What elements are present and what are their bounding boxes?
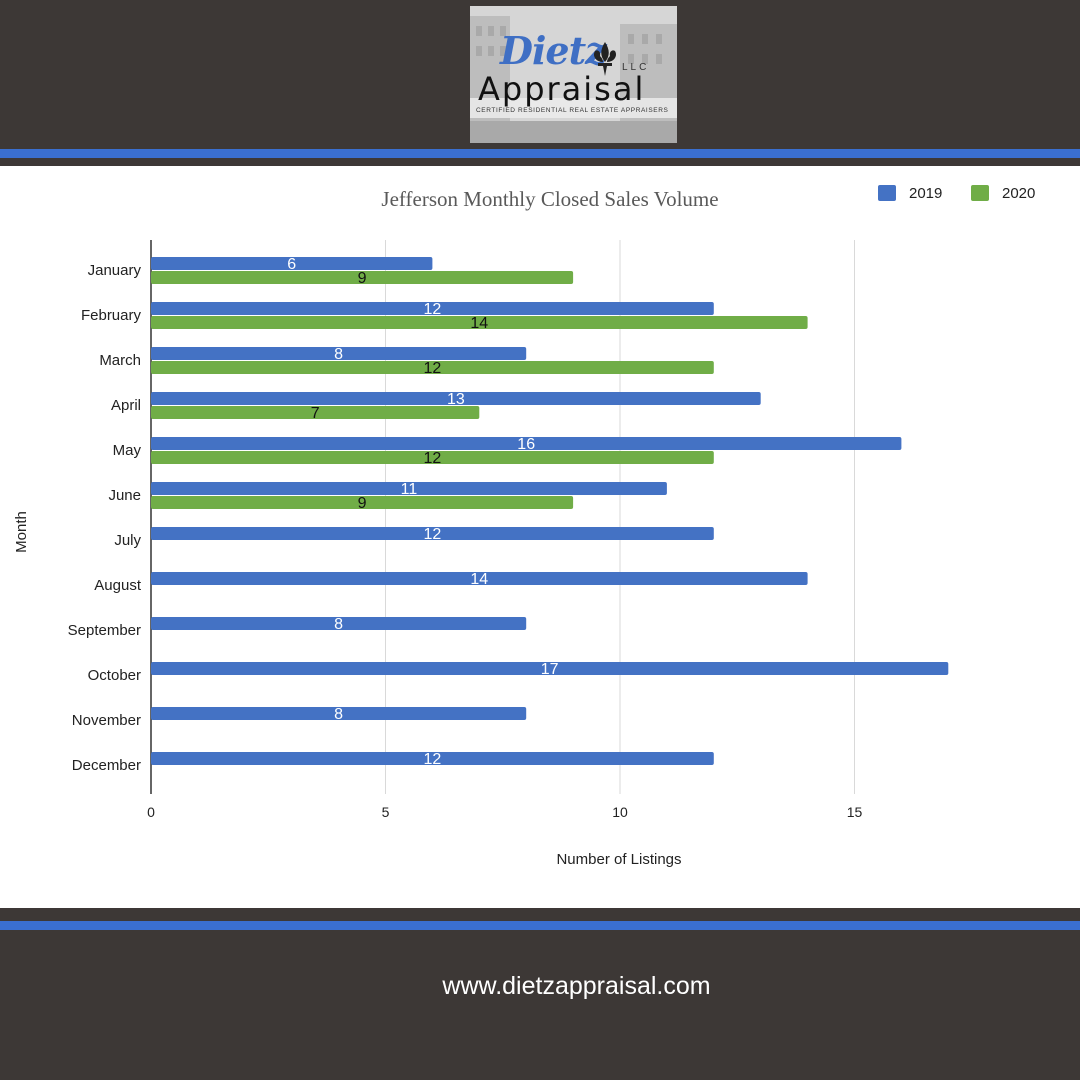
legend-swatch-2020 <box>971 185 989 201</box>
bar-2019-september <box>151 617 527 630</box>
bottom-accent-stripe <box>0 921 1080 930</box>
bar-2020-april <box>151 406 480 419</box>
data-label: 9 <box>358 495 367 512</box>
category-label: September <box>68 622 141 639</box>
top-accent-stripe <box>0 149 1080 158</box>
category-label: April <box>111 397 141 414</box>
chart-bars: 6 9 12 14 8 12 13 7 16 12 11 9 12 14 8 17 8 12 <box>151 256 949 768</box>
data-label: 14 <box>470 315 488 332</box>
bar-2020-march <box>151 361 714 374</box>
x-tick-label: 0 <box>147 804 155 820</box>
category-label: January <box>88 262 142 279</box>
bar-2019-january <box>151 257 433 270</box>
bar-2019-april <box>151 392 761 405</box>
category-label: December <box>72 757 141 774</box>
bar-2020-may <box>151 451 714 464</box>
data-label: 12 <box>424 360 442 377</box>
category-label: July <box>114 532 141 549</box>
bar-2020-june <box>151 496 574 509</box>
category-label: November <box>72 712 141 729</box>
data-label: 7 <box>311 405 320 422</box>
bar-2019-may <box>151 437 902 450</box>
data-label: 8 <box>334 616 343 633</box>
bar-2019-november <box>151 707 527 720</box>
y-axis-label: Month <box>13 511 30 553</box>
data-label: 12 <box>424 301 442 318</box>
x-tick-label: 10 <box>612 804 628 820</box>
chart-title: Jefferson Monthly Closed Sales Volume <box>381 187 718 211</box>
category-label: February <box>81 307 142 324</box>
logo-name-text: Appraisal <box>478 70 646 108</box>
category-label: March <box>99 352 141 369</box>
bar-2019-august <box>151 572 808 585</box>
bar-2020-february <box>151 316 808 329</box>
fleur-de-lis-icon <box>593 42 617 76</box>
x-axis-label: Number of Listings <box>556 851 681 868</box>
bar-2019-july <box>151 527 714 540</box>
bar-2019-june <box>151 482 667 495</box>
category-label: October <box>88 667 141 684</box>
x-axis-ticks: 0510152 <box>147 804 863 820</box>
data-label: 12 <box>424 450 442 467</box>
data-label: 12 <box>424 751 442 768</box>
category-label: May <box>113 442 142 459</box>
data-label: 14 <box>470 571 488 588</box>
data-label: 8 <box>334 706 343 723</box>
legend-label: 2020 <box>1002 185 1035 202</box>
bar-chart: Jefferson Monthly Closed Sales Volume 20… <box>13 185 1035 868</box>
bar-2019-march <box>151 347 527 360</box>
logo-script-text: Dietz <box>500 28 607 73</box>
chart-panel: Jefferson Monthly Closed Sales Volume 20… <box>0 166 1080 908</box>
chart-gridlines <box>150 240 855 794</box>
header-bar: Dietz LLC Appraisal CERTIFIED RESIDENTIA… <box>0 0 1080 148</box>
legend-label: 2019 <box>909 185 942 202</box>
data-label: 9 <box>358 270 367 287</box>
logo-llc-text: LLC <box>622 62 650 73</box>
logo-tagline: CERTIFIED RESIDENTIAL REAL ESTATE APPRAI… <box>476 107 669 114</box>
bar-2019-february <box>151 302 714 315</box>
category-label: August <box>94 577 142 594</box>
x-tick-label: 5 <box>382 804 390 820</box>
category-label: June <box>108 487 141 504</box>
data-label: 11 <box>401 481 418 498</box>
data-label: 17 <box>541 661 559 678</box>
logo-building-background <box>470 6 677 143</box>
bar-2019-december <box>151 752 714 765</box>
bar-2020-january <box>151 271 574 284</box>
data-label: 6 <box>287 256 296 273</box>
website-url: www.dietzappraisal.com <box>442 972 711 1000</box>
category-labels: January February March April May June July Augu… <box>68 262 142 774</box>
data-label: 12 <box>424 526 442 543</box>
x-tick-label: 15 <box>847 804 863 820</box>
company-logo: Dietz LLC Appraisal CERTIFIED RESIDENTIA… <box>470 6 677 143</box>
bar-2019-october <box>151 662 949 675</box>
data-label: 8 <box>334 346 343 363</box>
data-label: 13 <box>447 391 465 408</box>
data-label: 16 <box>517 436 535 453</box>
chart-legend: 2019 2020 <box>878 185 1035 202</box>
legend-swatch-2019 <box>878 185 896 201</box>
